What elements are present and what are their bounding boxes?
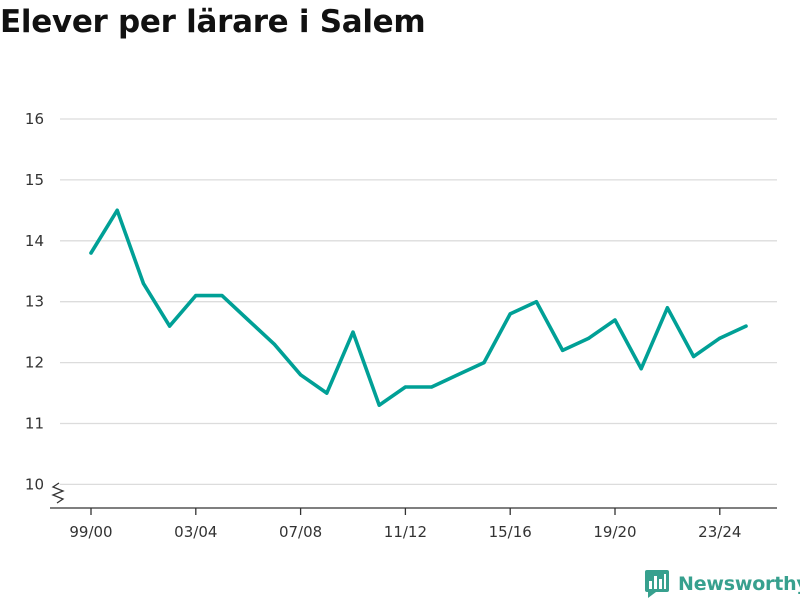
brand-logo: Newsworthy bbox=[644, 569, 800, 599]
newsworthy-logo-icon bbox=[645, 570, 669, 598]
data-point bbox=[89, 251, 93, 255]
data-point bbox=[272, 342, 276, 346]
data-point bbox=[168, 324, 172, 328]
data-point bbox=[141, 281, 145, 285]
data-point bbox=[587, 336, 591, 340]
data-point bbox=[482, 361, 486, 365]
data-point bbox=[692, 354, 696, 359]
chart-title: Elever per lärare i Salem bbox=[0, 4, 426, 40]
data-point bbox=[194, 294, 198, 298]
data-point bbox=[220, 294, 224, 298]
data-point bbox=[246, 318, 250, 322]
series-line bbox=[89, 208, 748, 408]
x-tick-label: 19/20 bbox=[593, 523, 636, 541]
data-point bbox=[299, 373, 303, 377]
grid-lines bbox=[60, 118, 777, 486]
axis-break-icon bbox=[51, 482, 65, 504]
x-tick-label: 11/12 bbox=[384, 523, 427, 541]
brand-name: Newsworthy bbox=[678, 573, 800, 595]
x-tick-label: 03/04 bbox=[174, 523, 217, 541]
data-point bbox=[351, 330, 355, 334]
x-tick-label: 99/00 bbox=[69, 523, 112, 541]
data-point bbox=[115, 208, 119, 212]
data-point bbox=[534, 300, 539, 304]
data-point bbox=[430, 385, 434, 389]
series-group bbox=[89, 208, 748, 408]
x-axis-ticks: 99/00 03/04 07/08 11/12 15/16 19/20 23/24 bbox=[69, 508, 741, 541]
line-chart: 10 11 12 13 14 15 16 99/00 03/04 07/08 11/12 15/16… bbox=[25, 110, 777, 541]
data-point bbox=[456, 373, 460, 377]
data-point bbox=[508, 312, 512, 316]
data-point bbox=[718, 336, 722, 340]
data-point bbox=[403, 385, 407, 389]
y-tick-label: 13 bbox=[25, 293, 44, 311]
y-tick-label: 12 bbox=[25, 354, 44, 372]
data-point bbox=[325, 391, 329, 395]
data-point bbox=[377, 403, 381, 407]
data-point bbox=[561, 348, 565, 352]
data-point bbox=[744, 324, 748, 328]
data-point bbox=[613, 318, 617, 322]
y-tick-label: 14 bbox=[25, 232, 44, 250]
x-tick-label: 23/24 bbox=[698, 523, 741, 541]
y-axis-labels: 10 11 12 13 14 15 16 bbox=[25, 110, 44, 493]
data-point bbox=[665, 306, 670, 310]
y-tick-label: 16 bbox=[25, 110, 44, 128]
y-tick-label: 15 bbox=[25, 171, 44, 189]
y-tick-label: 10 bbox=[25, 475, 44, 493]
data-point bbox=[639, 367, 643, 371]
x-tick-label: 15/16 bbox=[489, 523, 532, 541]
y-tick-label: 11 bbox=[25, 415, 44, 433]
x-tick-label: 07/08 bbox=[279, 523, 322, 541]
